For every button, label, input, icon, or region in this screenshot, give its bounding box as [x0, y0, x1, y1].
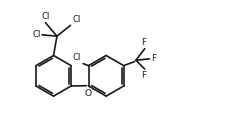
Text: Cl: Cl: [32, 30, 41, 39]
Text: F: F: [151, 54, 156, 63]
Text: Cl: Cl: [72, 15, 81, 24]
Text: F: F: [142, 38, 146, 47]
Text: Cl: Cl: [73, 53, 81, 62]
Text: Cl: Cl: [41, 12, 50, 21]
Text: O: O: [84, 89, 91, 98]
Text: F: F: [142, 71, 146, 80]
